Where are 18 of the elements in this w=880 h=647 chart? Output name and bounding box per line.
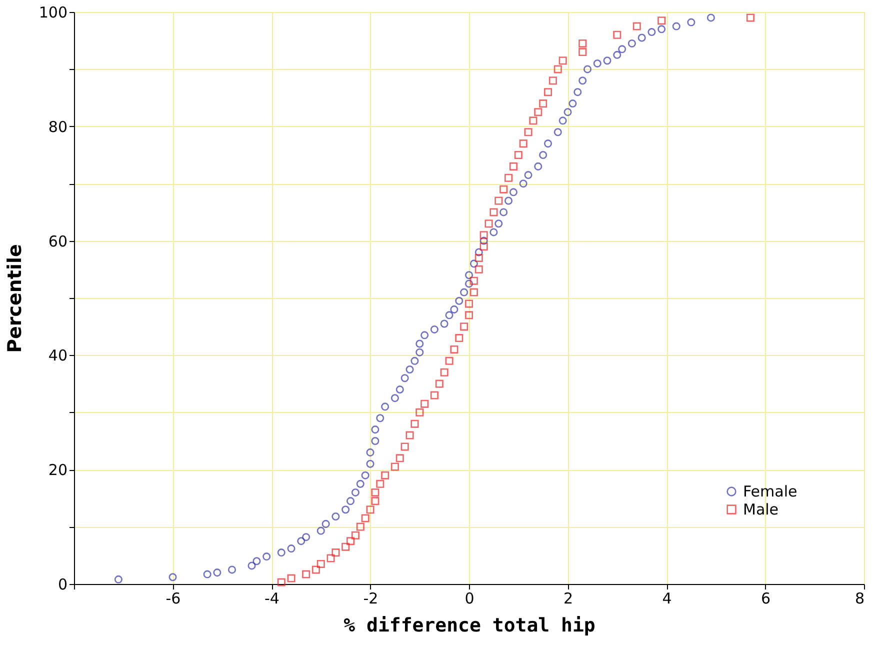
x-tick-label: 6 — [760, 590, 771, 608]
y-tick-label: 100 — [38, 4, 68, 22]
y-tick-label: 60 — [48, 232, 68, 250]
y-tick-label: 80 — [48, 118, 68, 136]
x-tick-label: -6 — [166, 590, 181, 608]
x-tick-label: 4 — [662, 590, 672, 608]
y-tick-label: 40 — [48, 346, 68, 365]
y-tick-label: 20 — [48, 461, 68, 480]
x-axis-title: % difference total hip — [344, 614, 596, 636]
legend-label: Female — [743, 482, 798, 500]
x-tick-label: 8 — [854, 590, 864, 608]
y-axis-title: Percentile — [4, 244, 26, 353]
legend-label: Male — [743, 500, 779, 518]
x-tick-label: -2 — [363, 590, 378, 608]
y-tick-label: 0 — [58, 576, 68, 594]
x-tick-label: 0 — [464, 590, 474, 608]
x-tick-label: -4 — [264, 590, 280, 608]
x-tick-label: 2 — [563, 590, 574, 608]
